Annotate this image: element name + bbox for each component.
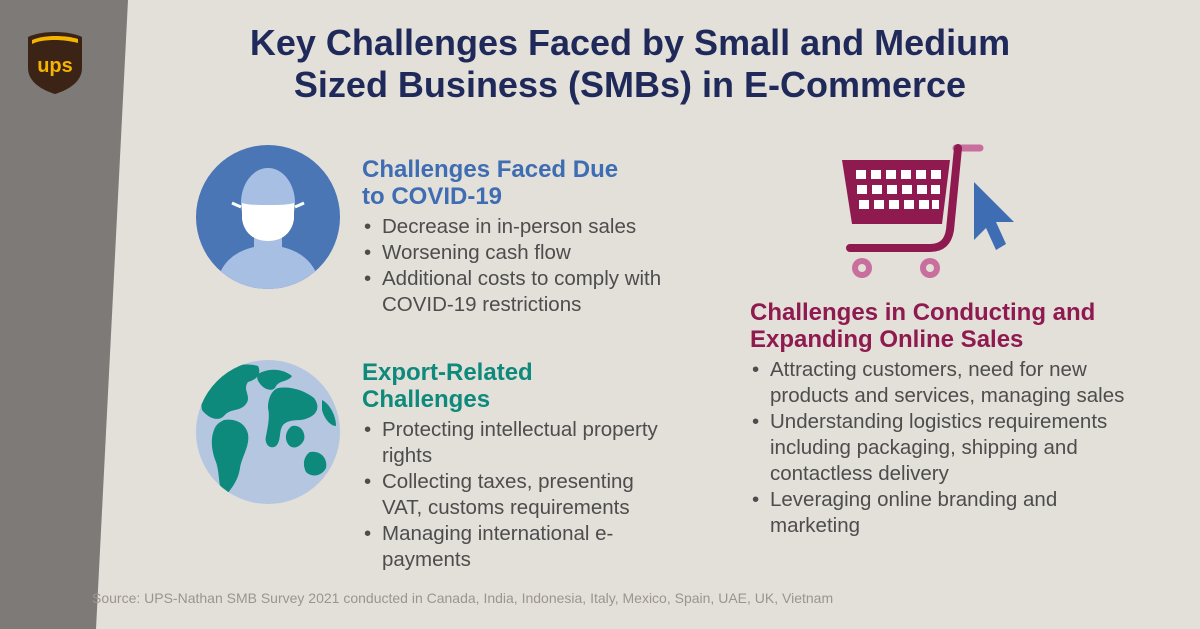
title-line-2: Sized Business (SMBs) in E-Commerce bbox=[293, 64, 967, 105]
list-item: Protecting intellectual property rights bbox=[362, 417, 662, 469]
list-item: Collecting taxes, presenting VAT, custom… bbox=[362, 469, 662, 521]
page-title: Key Challenges Faced by Small and Medium… bbox=[180, 22, 1080, 106]
cursor-arrow-icon bbox=[974, 182, 1014, 250]
list-item: Worsening cash flow bbox=[362, 240, 662, 266]
covid-section: Challenges Faced Due to COVID-19 Decreas… bbox=[362, 156, 662, 318]
online-sales-list: Attracting customers, need for new produ… bbox=[750, 357, 1150, 539]
globe-icon bbox=[196, 360, 340, 504]
masked-person-icon bbox=[196, 145, 340, 289]
covid-heading-line-1: Challenges Faced Due bbox=[362, 156, 619, 183]
ups-logo-text: ups bbox=[37, 55, 73, 77]
online-heading-line-1: Challenges in Conducting and bbox=[750, 299, 1096, 326]
source-note: Source: UPS-Nathan SMB Survey 2021 condu… bbox=[92, 590, 834, 606]
export-heading: Export-Related Challenges bbox=[362, 359, 533, 413]
online-sales-section: Challenges in Conducting and Expanding O… bbox=[750, 299, 1150, 539]
title-line-1: Key Challenges Faced by Small and Medium bbox=[249, 22, 1011, 63]
covid-heading-line-2: to COVID-19 bbox=[362, 183, 503, 210]
ups-logo-icon: ups bbox=[28, 32, 82, 94]
list-item: Additional costs to comply with COVID-19… bbox=[362, 266, 662, 318]
list-item: Attracting customers, need for new produ… bbox=[750, 357, 1150, 409]
shopping-cart-icon bbox=[842, 144, 984, 278]
online-heading-line-2: Expanding Online Sales bbox=[750, 326, 1024, 353]
list-item: Understanding logistics requirements inc… bbox=[750, 409, 1150, 487]
export-list: Protecting intellectual property rights … bbox=[362, 417, 662, 573]
list-item: Leveraging online branding and marketing bbox=[750, 487, 1150, 539]
covid-list: Decrease in in-person sales Worsening ca… bbox=[362, 214, 662, 318]
export-section: Export-Related Challenges Protecting int… bbox=[362, 359, 662, 573]
online-sales-heading: Challenges in Conducting and Expanding O… bbox=[750, 299, 1150, 353]
list-item: Decrease in in-person sales bbox=[362, 214, 662, 240]
covid-heading: Challenges Faced Due to COVID-19 bbox=[362, 156, 662, 210]
list-item: Managing international e-payments bbox=[362, 521, 662, 573]
